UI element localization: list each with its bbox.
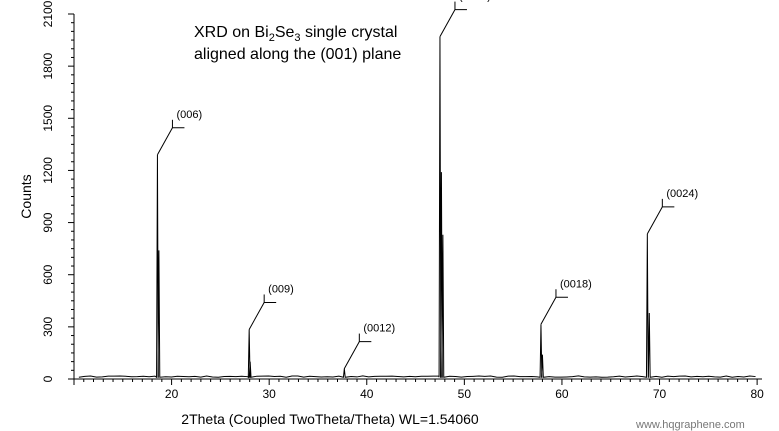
axes [73, 14, 762, 380]
y-ticks: 0 300 600 900 1200 1500 1800 2100 [41, 0, 74, 382]
peak-leader-line [439, 9, 467, 37]
peak-label: (0018) [560, 278, 592, 290]
y-tick-label: 0 [41, 375, 55, 382]
peak-leader-line [646, 206, 675, 235]
x-axis-label: 2Theta (Coupled TwoTheta/Theta) WL=1.540… [181, 411, 479, 427]
y-tick-label: 300 [41, 317, 55, 337]
x-tick-label: 30 [262, 387, 276, 401]
xrd-pattern-line [78, 36, 756, 379]
peak-leader-line [343, 341, 372, 369]
y-tick-label: 1500 [41, 105, 55, 132]
y-tick-label: 600 [41, 264, 55, 284]
chart-title-line2: aligned along the (001) plane [194, 46, 401, 63]
watermark: www.hqgraphene.com [635, 419, 745, 431]
y-tick-label: 2100 [41, 0, 55, 27]
peak-label: (0024) [666, 188, 698, 200]
x-tick-label: 60 [555, 387, 569, 401]
peak-leader-line [540, 296, 568, 325]
y-axis-label: Counts [18, 174, 34, 218]
x-tick-label: 70 [653, 387, 667, 401]
y-tick-label: 1800 [41, 52, 55, 79]
peak-leader-line [248, 301, 277, 330]
peak-label: (0012) [363, 323, 395, 335]
x-tick-label: 20 [165, 387, 179, 401]
x-ticks: 20 30 40 50 60 70 80 [73, 379, 764, 401]
y-tick-label: 900 [41, 212, 55, 232]
chart-title-line1: XRD on Bi2Se3 single crystal [194, 24, 397, 44]
x-tick-label: 40 [360, 387, 374, 401]
x-tick-label: 80 [750, 387, 764, 401]
y-tick-label: 1200 [41, 157, 55, 184]
peak-label: (009) [268, 283, 294, 295]
peak-leader-line [157, 127, 185, 156]
x-tick-label: 50 [458, 387, 472, 401]
peak-label: (006) [176, 109, 202, 121]
